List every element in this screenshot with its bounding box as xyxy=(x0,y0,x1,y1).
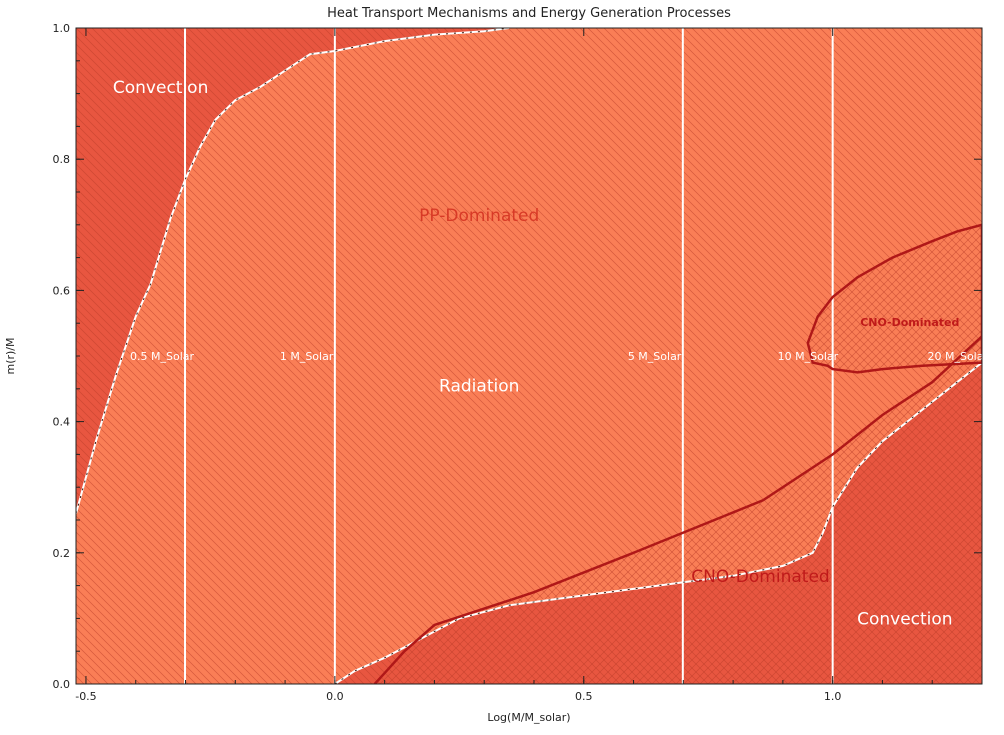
reference-mass-label: 5 M_Solar xyxy=(628,350,682,363)
envelope-convection-boundary xyxy=(76,28,510,514)
y-tick-label: 0.4 xyxy=(53,416,71,429)
cno-core-boundary-line xyxy=(373,335,982,684)
reference-mass-label: 20 M_Solar xyxy=(927,350,988,363)
y-tick-label: 0.8 xyxy=(53,153,71,166)
y-tick-label: 0.2 xyxy=(53,547,71,560)
x-tick-label: -0.5 xyxy=(75,690,96,703)
plot-area: 0.5 M_Solar 1 M_Solar 5 M_Solar 10 M_Solar 2… xyxy=(76,28,988,684)
chart-title: Heat Transport Mechanisms and Energy Gen… xyxy=(327,6,731,21)
cno-dominated-label-shell: CNO-Dominated xyxy=(860,316,959,329)
cno-shell-boundary-line xyxy=(806,223,982,374)
y-tick-label: 0.0 xyxy=(53,678,71,691)
convection-label-envelope: Convection xyxy=(113,78,208,98)
cno-dominated-label-core: CNO-Dominated xyxy=(691,567,829,587)
y-tick-label: 1.0 xyxy=(53,22,71,35)
convection-label-core: Convection xyxy=(857,609,952,629)
y-tick-label: 0.6 xyxy=(53,284,71,297)
reference-mass-label: 1 M_Solar xyxy=(280,350,334,363)
reference-mass-label: 0.5 M_Solar xyxy=(130,350,194,363)
y-axis-label: m(r)/M xyxy=(4,337,17,374)
cno-shell-region-hatch xyxy=(807,224,982,373)
reference-mass-label: 10 M_Solar xyxy=(778,350,839,363)
cno-core-region-hatch xyxy=(374,336,982,684)
x-tick-label: 1.0 xyxy=(824,690,842,703)
radiation-label: Radiation xyxy=(439,377,519,397)
pp-dominated-label: PP-Dominated xyxy=(419,206,539,226)
core-convection-boundary xyxy=(334,361,982,684)
x-axis-label: Log(M/M_solar) xyxy=(487,711,570,724)
x-tick-label: 0.0 xyxy=(326,690,344,703)
x-tick-label: 0.5 xyxy=(575,690,593,703)
